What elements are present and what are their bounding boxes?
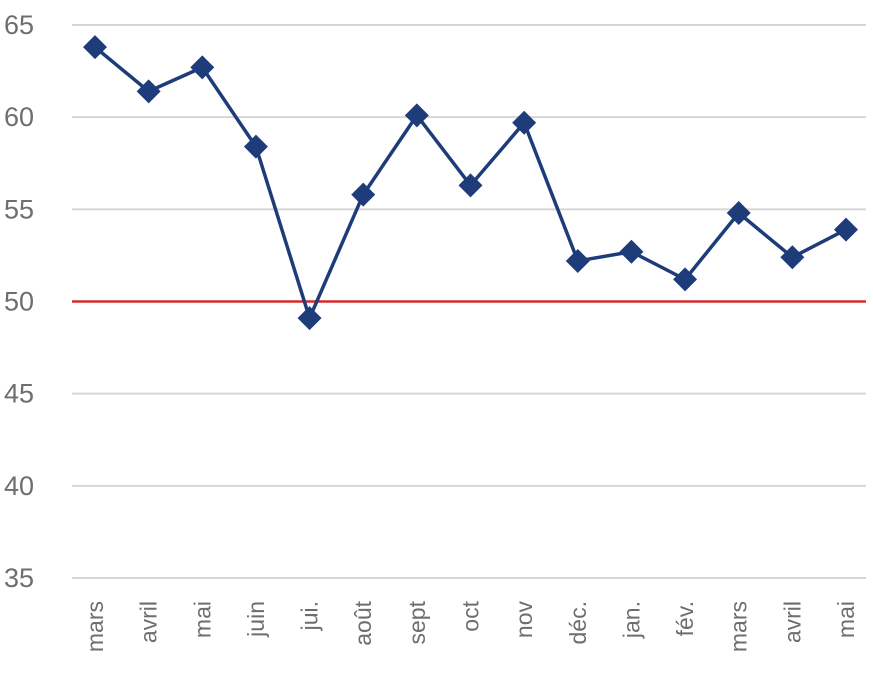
y-axis-ticks: 35 40 45 50 55 60 65 (4, 10, 34, 593)
series-group (83, 35, 858, 331)
y-tick-label: 40 (4, 471, 34, 501)
data-point (780, 245, 805, 270)
data-point (726, 201, 751, 226)
data-point (190, 55, 215, 80)
data-point (297, 306, 322, 331)
x-tick-label: sept (404, 600, 430, 644)
x-tick-label: jui. (297, 601, 323, 631)
data-point (83, 35, 107, 60)
x-tick-label: mars (726, 601, 752, 652)
x-tick-label: fév. (672, 601, 698, 636)
data-point (834, 217, 858, 242)
data-point (619, 239, 644, 264)
x-tick-label: mai (189, 601, 215, 638)
y-tick-label: 45 (4, 379, 34, 409)
x-tick-label: oct (458, 600, 484, 631)
data-point (243, 134, 268, 159)
x-tick-label: juin (243, 601, 269, 638)
data-point (512, 110, 537, 135)
data-point (458, 173, 483, 198)
data-point (565, 248, 590, 273)
y-tick-label: 65 (4, 10, 34, 40)
y-tick-label: 35 (4, 563, 34, 593)
x-tick-label: mai (833, 601, 859, 638)
x-tick-label: nov (511, 601, 537, 639)
data-point (404, 103, 429, 128)
data-point (673, 267, 698, 292)
x-tick-label: avril (136, 601, 162, 643)
y-tick-label: 50 (4, 287, 34, 317)
x-tick-label: mars (82, 601, 108, 652)
y-tick-label: 60 (4, 102, 34, 132)
y-tick-label: 55 (4, 194, 34, 224)
x-tick-label: déc. (565, 601, 591, 644)
data-point (136, 79, 161, 104)
x-axis-ticks: mars avril mai juin jui. août sept oct nov déc. ja… (82, 600, 859, 652)
data-point (351, 182, 376, 207)
x-tick-label: jan. (618, 601, 644, 639)
x-tick-label: août (350, 600, 376, 645)
x-tick-label: avril (779, 601, 805, 643)
